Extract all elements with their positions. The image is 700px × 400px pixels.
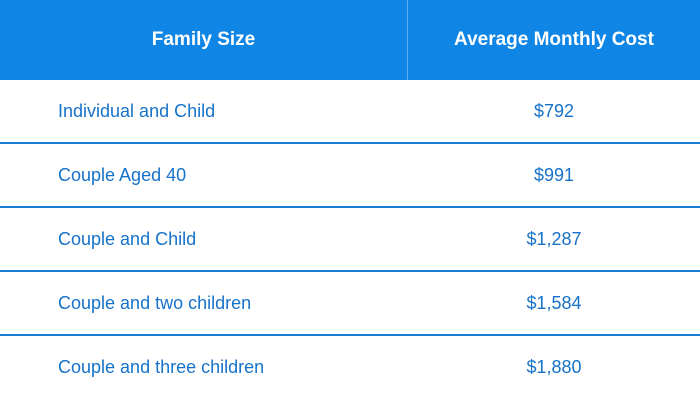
family-size-cell: Couple and three children bbox=[58, 356, 265, 377]
family-size-cell: Couple and two children bbox=[58, 292, 252, 313]
table-row: Individual and Child $792 bbox=[0, 80, 700, 144]
table-row: Couple and three children $1,880 bbox=[0, 336, 700, 398]
monthly-cost-cell: $1,880 bbox=[526, 356, 582, 377]
table-header: Family Size Average Monthly Cost bbox=[0, 0, 700, 80]
monthly-cost-cell: $1,584 bbox=[526, 292, 582, 313]
monthly-cost-cell: $1,287 bbox=[526, 228, 582, 249]
table-row: Couple and two children $1,584 bbox=[0, 272, 700, 336]
monthly-cost-cell: $792 bbox=[533, 100, 575, 121]
family-size-cell: Couple Aged 40 bbox=[58, 164, 187, 185]
column-header-family-size: Family Size bbox=[0, 0, 408, 80]
table-body: Individual and Child $792 Couple Aged 40… bbox=[0, 80, 700, 398]
family-size-cell: Couple and Child bbox=[58, 228, 197, 249]
family-size-cell: Individual and Child bbox=[58, 100, 216, 121]
column-header-average-monthly-cost: Average Monthly Cost bbox=[454, 29, 654, 50]
table-row: Couple Aged 40 $991 bbox=[0, 144, 700, 208]
monthly-cost-cell: $991 bbox=[533, 164, 575, 185]
table-row: Couple and Child $1,287 bbox=[0, 208, 700, 272]
